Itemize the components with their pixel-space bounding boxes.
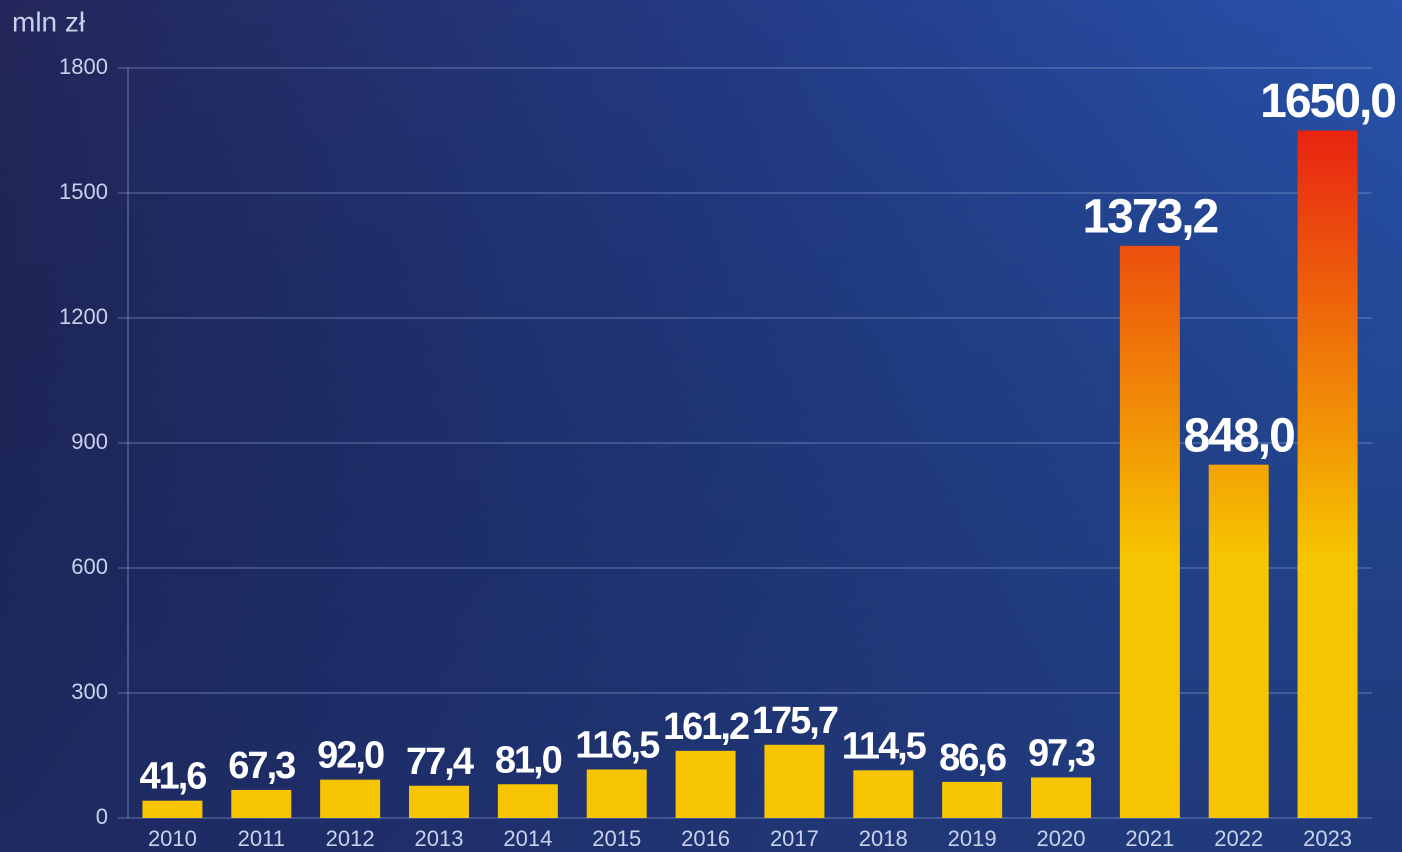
- x-tick-label: 2010: [148, 826, 197, 851]
- bar: [586, 769, 647, 818]
- bar: [675, 750, 736, 818]
- y-tick-label: 300: [71, 679, 108, 704]
- value-label: 77,4: [406, 741, 474, 783]
- value-label: 1650,0: [1260, 75, 1395, 128]
- value-label: 161,2: [663, 706, 749, 748]
- y-tick-label: 900: [71, 429, 108, 454]
- bar: [142, 800, 203, 818]
- value-label: 114,5: [842, 725, 927, 767]
- x-tick-label: 2013: [415, 826, 464, 851]
- value-label: 848,0: [1184, 409, 1294, 462]
- bar: [942, 781, 1003, 818]
- bar: [1208, 464, 1269, 818]
- value-label: 67,3: [228, 745, 295, 787]
- x-tick-label: 2018: [859, 826, 908, 851]
- y-tick-label: 600: [71, 554, 108, 579]
- x-tick-label: 2021: [1125, 826, 1174, 851]
- value-label: 92,0: [317, 735, 384, 777]
- value-label: 1373,2: [1082, 191, 1217, 244]
- bar: [320, 779, 381, 818]
- value-label: 41,6: [139, 756, 206, 798]
- y-tick-label: 1500: [59, 179, 108, 204]
- y-tick-label: 0: [96, 804, 108, 829]
- x-tick-label: 2019: [948, 826, 997, 851]
- x-tick-label: 2014: [503, 826, 552, 851]
- x-tick-label: 2017: [770, 826, 819, 851]
- y-tick-label: 1800: [59, 54, 108, 79]
- bar: [764, 744, 825, 818]
- x-tick-label: 2012: [326, 826, 375, 851]
- value-label: 116,5: [575, 724, 660, 766]
- bar: [497, 784, 558, 818]
- x-tick-label: 2011: [238, 826, 285, 851]
- bar: [1297, 130, 1358, 818]
- value-label: 97,3: [1028, 732, 1095, 774]
- value-label: 86,6: [939, 737, 1006, 779]
- bar: [231, 789, 292, 818]
- bar: [409, 785, 469, 818]
- x-tick-label: 2023: [1303, 826, 1352, 851]
- x-tick-label: 2022: [1214, 826, 1263, 851]
- bar: [853, 770, 914, 818]
- y-axis-label: mln zł: [12, 6, 86, 37]
- x-tick-label: 2020: [1037, 826, 1086, 851]
- x-tick-label: 2015: [592, 826, 641, 851]
- value-label: 81,0: [495, 739, 562, 781]
- value-label: 175,7: [752, 700, 838, 742]
- x-tick-label: 2016: [681, 826, 730, 851]
- bar: [1031, 777, 1091, 818]
- y-tick-label: 1200: [59, 304, 108, 329]
- bar: [1119, 245, 1180, 819]
